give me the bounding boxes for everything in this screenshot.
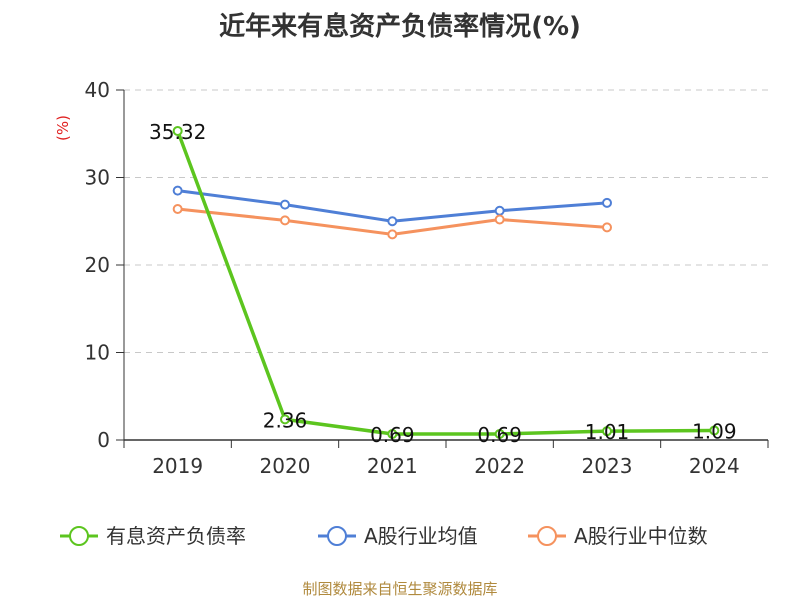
chart-title: 近年来有息资产负债率情况(%)	[219, 12, 581, 42]
x-tick-label: 2020	[260, 454, 311, 478]
x-tick-label: 2021	[367, 454, 418, 478]
data-point	[709, 425, 720, 436]
data-point	[494, 205, 505, 216]
data-point	[280, 199, 290, 210]
data-point	[387, 428, 398, 439]
data-point	[172, 125, 183, 136]
data-point	[172, 204, 183, 214]
axes: 0 10 20 30 40 2019 2020 2021 2022 2023 2024	[85, 78, 769, 478]
data-label: 0.69	[370, 423, 415, 447]
series-layer	[172, 125, 720, 439]
legend-item: A股行业中位数	[528, 524, 708, 548]
data-point	[602, 197, 612, 208]
data-point	[387, 229, 398, 240]
y-axis-label: (%)	[54, 115, 72, 141]
data-point	[494, 428, 505, 439]
x-tick-label: 2024	[689, 454, 740, 478]
legend: 有息资产负债率 A股行业均值 A股行业中位数	[60, 524, 708, 548]
data-point	[280, 215, 290, 226]
series-line	[176, 130, 715, 436]
legend-label: A股行业中位数	[574, 524, 708, 548]
y-tick-label: 30	[85, 166, 110, 190]
data-label: 1.09	[692, 419, 737, 443]
x-tick-label: 2023	[582, 454, 633, 478]
x-tick-label: 2019	[152, 454, 203, 478]
grid-lines	[124, 89, 768, 353]
data-point	[602, 222, 612, 233]
y-tick-label: 40	[85, 78, 110, 102]
y-tick-label: 20	[85, 253, 110, 277]
data-label: 35.32	[149, 120, 206, 144]
data-point	[387, 216, 398, 227]
legend-label: A股行业均值	[364, 524, 478, 548]
data-label: 2.36	[263, 408, 308, 432]
legend-item: 有息资产负债率	[60, 524, 246, 548]
legend-item: A股行业均值	[318, 524, 478, 548]
legend-marker	[537, 526, 557, 546]
legend-marker	[69, 526, 89, 546]
legend-marker	[327, 526, 347, 546]
data-point	[280, 414, 290, 425]
data-label: 0.69	[477, 423, 522, 447]
data-label: 1.01	[585, 420, 630, 444]
data-point	[494, 214, 505, 225]
legend-label: 有息资产负债率	[106, 524, 246, 548]
y-tick-label: 10	[85, 341, 110, 365]
data-labels: 35.32 2.36 0.69 0.69 1.01 1.09	[149, 120, 737, 447]
source-text: 制图数据来自恒生聚源数据库	[302, 580, 498, 598]
data-point	[172, 185, 183, 196]
data-point	[602, 426, 612, 437]
x-tick-label: 2022	[474, 454, 525, 478]
y-tick-label: 0	[97, 428, 110, 452]
